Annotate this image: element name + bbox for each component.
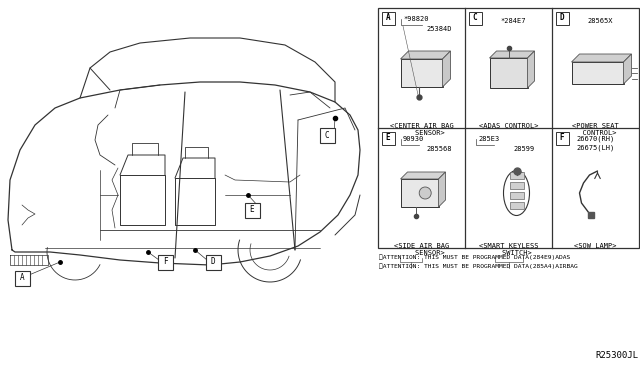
FancyBboxPatch shape — [468, 12, 481, 25]
Bar — [572, 62, 623, 84]
FancyBboxPatch shape — [205, 254, 221, 269]
Text: *284E7: *284E7 — [500, 18, 526, 24]
Text: 285568: 285568 — [426, 146, 452, 152]
Bar — [509, 192, 524, 199]
Bar — [378, 8, 639, 248]
Text: C: C — [473, 13, 477, 22]
Text: 26670(RH): 26670(RH) — [577, 136, 614, 142]
FancyBboxPatch shape — [556, 12, 568, 25]
Text: F: F — [560, 134, 564, 142]
FancyBboxPatch shape — [15, 270, 29, 285]
FancyBboxPatch shape — [556, 131, 568, 144]
Text: A: A — [20, 273, 24, 282]
Text: F: F — [163, 257, 167, 266]
Polygon shape — [572, 54, 632, 62]
Text: 285E3: 285E3 — [478, 136, 499, 142]
Bar — [509, 182, 524, 189]
Text: <POWER SEAT
  CONTROL>: <POWER SEAT CONTROL> — [572, 123, 619, 136]
Bar — [401, 59, 442, 87]
FancyBboxPatch shape — [381, 131, 394, 144]
Text: 28565X: 28565X — [588, 18, 613, 24]
Text: 25384D: 25384D — [426, 26, 452, 32]
Text: E: E — [250, 205, 254, 215]
Text: <ADAS CONTROL>: <ADAS CONTROL> — [479, 123, 538, 129]
Text: 28599: 28599 — [513, 146, 535, 152]
Circle shape — [419, 187, 431, 199]
Text: 26675(LH): 26675(LH) — [577, 145, 614, 151]
Polygon shape — [490, 51, 534, 58]
FancyBboxPatch shape — [381, 12, 394, 25]
Text: D: D — [211, 257, 215, 266]
Text: <SMART KEYLESS
    SWITCH>: <SMART KEYLESS SWITCH> — [479, 243, 538, 256]
Text: D: D — [560, 13, 564, 22]
Polygon shape — [438, 172, 445, 207]
Polygon shape — [401, 51, 451, 59]
Text: R25300JL: R25300JL — [595, 351, 638, 360]
Bar — [401, 179, 438, 207]
Text: <SIDE AIR BAG
    SENSOR>: <SIDE AIR BAG SENSOR> — [394, 243, 449, 256]
Text: E: E — [386, 134, 390, 142]
Text: <SOW LAMP>: <SOW LAMP> — [574, 243, 617, 249]
Text: A: A — [386, 13, 390, 22]
FancyBboxPatch shape — [157, 254, 173, 269]
Polygon shape — [623, 54, 632, 84]
Text: 90930: 90930 — [403, 136, 424, 142]
Text: ※ATTENTION: THIS MUST BE PROGRAMMED DATA(285A4)AIRBAG: ※ATTENTION: THIS MUST BE PROGRAMMED DATA… — [379, 263, 578, 269]
Text: ※ATTENTION: THIS MUST BE PROGRAMMED DATA(284E9)ADAS: ※ATTENTION: THIS MUST BE PROGRAMMED DATA… — [379, 254, 570, 260]
Polygon shape — [527, 51, 534, 88]
Text: <CENTER AIR BAG
    SENSOR>: <CENTER AIR BAG SENSOR> — [390, 123, 453, 136]
FancyBboxPatch shape — [244, 202, 259, 218]
Bar — [509, 172, 524, 179]
Bar — [509, 202, 524, 209]
Polygon shape — [401, 172, 445, 179]
Text: *98820: *98820 — [403, 16, 429, 22]
Text: C: C — [324, 131, 330, 140]
Ellipse shape — [504, 170, 529, 215]
Bar — [490, 58, 527, 88]
FancyBboxPatch shape — [319, 128, 335, 142]
Polygon shape — [442, 51, 451, 87]
